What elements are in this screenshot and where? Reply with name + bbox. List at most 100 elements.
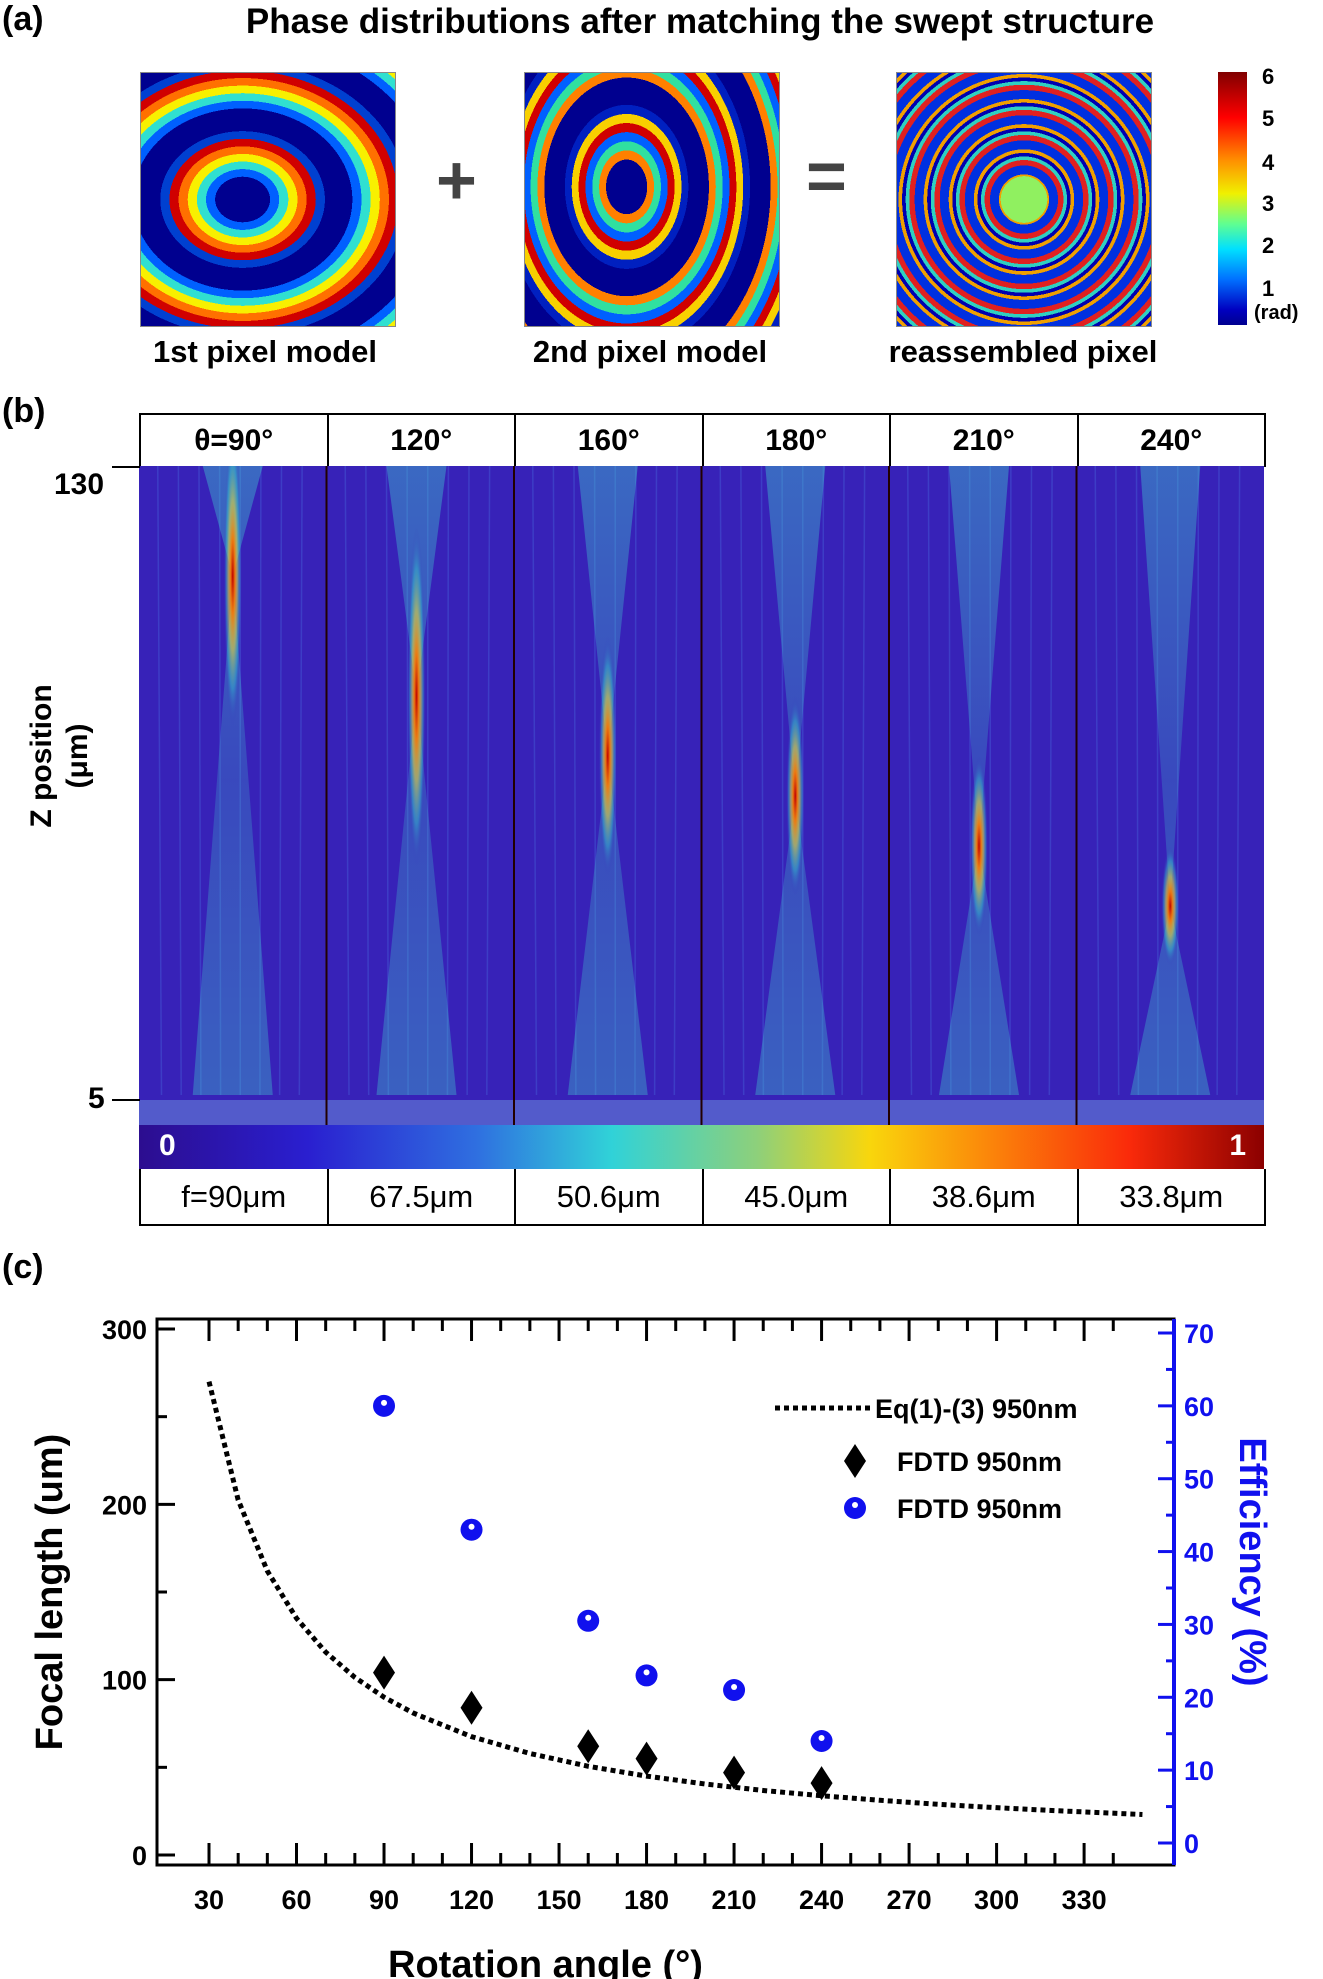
point-highlight — [731, 1684, 738, 1690]
intensity-streak — [861, 466, 866, 1096]
z-tick-5 — [112, 1099, 140, 1101]
caption-reassembled: reassembled pixel — [888, 334, 1158, 369]
intensity-streak — [1048, 466, 1053, 1096]
focal-length-cell: 38.6μm — [891, 1169, 1079, 1224]
beam-envelope — [1130, 466, 1211, 1095]
intensity-streak — [1028, 466, 1033, 1096]
x-tick-label: 330 — [1062, 1885, 1107, 1915]
fdtd-efficiency-point — [635, 1664, 658, 1687]
y2-tick-label: 10 — [1184, 1756, 1214, 1786]
intensity-streak — [1216, 466, 1220, 1096]
beam-envelope — [192, 466, 273, 1095]
intensity-colorbar: 0 1 — [139, 1125, 1264, 1169]
colorbar-tick: 1 — [1262, 276, 1275, 301]
phase-map-1st-pixel — [140, 72, 396, 327]
phase-map-reassembled-pixel — [896, 72, 1152, 327]
intensity-streak — [907, 466, 913, 1096]
y2-tick-label: 0 — [1184, 1829, 1199, 1859]
panel-c-label: (c) — [2, 1248, 44, 1286]
legend-circle-label: FDTD 950nm — [897, 1494, 1062, 1524]
focal-spot — [407, 526, 426, 866]
colorbar-tick: 4 — [1262, 150, 1275, 175]
fdtd-focal-point — [460, 1690, 483, 1725]
intensity-streak — [365, 466, 370, 1096]
x-tick-label: 300 — [974, 1885, 1019, 1915]
intensity-heatmaps — [139, 466, 1264, 1125]
panel-b-label: (b) — [2, 392, 46, 430]
angle-header: 160° — [516, 415, 704, 467]
angle-header: 240° — [1140, 424, 1203, 457]
point-highlight — [381, 1399, 388, 1406]
y-tick-label: 300 — [102, 1315, 147, 1345]
legend-diamond-label: FDTD 950nm — [897, 1447, 1062, 1477]
panel-a-title: Phase distributions after matching the s… — [245, 2, 1155, 41]
point-highlight — [852, 1502, 858, 1508]
intensity-streak — [1135, 466, 1140, 1096]
fdtd-focal-point — [577, 1729, 600, 1764]
x-axis-label: Rotation angle (°) — [388, 1944, 703, 1979]
focal-length-cell: f=90μm — [141, 1169, 329, 1224]
intensity-streak — [573, 466, 577, 1096]
focal-length-cell: 33.8μm — [1119, 1178, 1224, 1214]
z-axis-label-line1: Z position — [25, 684, 58, 828]
intensity-streak — [760, 466, 765, 1096]
angle-header: 120° — [329, 415, 516, 467]
intensity-streak — [177, 466, 182, 1096]
colorbar-max: 1 — [1229, 1129, 1246, 1162]
intensity-streak — [1009, 466, 1012, 1096]
intensity-streak — [532, 466, 538, 1096]
intensity-streak — [1094, 466, 1100, 1096]
intensity-streak — [841, 466, 845, 1096]
focal-length-cell: 67.5μm — [329, 1169, 516, 1224]
intensity-streak — [552, 466, 557, 1096]
intensity-streak — [198, 466, 202, 1096]
intensity-streak — [344, 466, 350, 1096]
x-tick-label: 90 — [369, 1885, 399, 1915]
focal-spot — [786, 696, 805, 896]
equals-sign: = — [806, 137, 847, 215]
z-tick-130 — [112, 466, 140, 468]
fdtd-focal-point — [373, 1655, 396, 1690]
y2-tick-label: 50 — [1184, 1465, 1214, 1495]
x-tick-label: 30 — [194, 1885, 224, 1915]
intensity-streak — [1196, 466, 1200, 1096]
angle-header: 210° — [891, 415, 1079, 467]
angle-header: θ=90° — [141, 415, 329, 467]
colorbar-tick: 2 — [1262, 233, 1275, 258]
y-tick-label: 200 — [102, 1490, 147, 1520]
point-highlight — [585, 1614, 592, 1621]
focal-length-cell: 50.6μm — [516, 1169, 704, 1224]
point-highlight — [643, 1669, 650, 1676]
y2-tick-label: 30 — [1184, 1610, 1214, 1640]
y2-axis-label: Efficiency (%) — [1231, 1437, 1273, 1686]
focal-length-row: f=90μm 67.5μm 50.6μm 45.0μm 38.6μm 33.8μ… — [139, 1169, 1266, 1226]
z-axis-label: Z position (μm) — [24, 626, 96, 886]
x-tick-label: 120 — [449, 1885, 494, 1915]
intensity-streak — [927, 466, 932, 1096]
angle-header-row: θ=90° 120° 160° 180° 210° 240° — [139, 413, 1266, 467]
focal-length-cell: 45.0μm — [704, 1169, 891, 1224]
intensity-streak — [466, 466, 470, 1096]
colorbar-min: 0 — [159, 1129, 176, 1162]
colorbar-tick: 3 — [1262, 191, 1275, 216]
intensity-streak — [948, 466, 952, 1096]
z-axis-top-label: 130 — [54, 468, 105, 501]
intensity-streak — [298, 466, 303, 1096]
y-tick-label: 100 — [102, 1666, 147, 1696]
intensity-streak — [1236, 466, 1241, 1096]
near-field-band — [139, 1100, 327, 1125]
fdtd-efficiency-point — [373, 1394, 396, 1417]
intensity-streak — [821, 466, 825, 1096]
fdtd-focal-point — [723, 1755, 746, 1790]
focal-efficiency-chart: 30 60 90 120 150 180 210 240 270 300 3300100200300… — [29, 1315, 1273, 1979]
phase-colorbar — [1218, 72, 1247, 325]
y2-tick-label: 70 — [1184, 1319, 1214, 1349]
intensity-streak — [278, 466, 283, 1096]
intensity-streak — [1115, 466, 1120, 1096]
panel-a-label: (a) — [2, 0, 44, 38]
fdtd-focal-point — [635, 1741, 658, 1776]
legend-theory-label: Eq(1)-(3) 950nm — [875, 1394, 1078, 1424]
intensity-streak — [486, 466, 491, 1096]
point-highlight — [468, 1523, 475, 1530]
y-tick-label: 0 — [132, 1841, 147, 1871]
